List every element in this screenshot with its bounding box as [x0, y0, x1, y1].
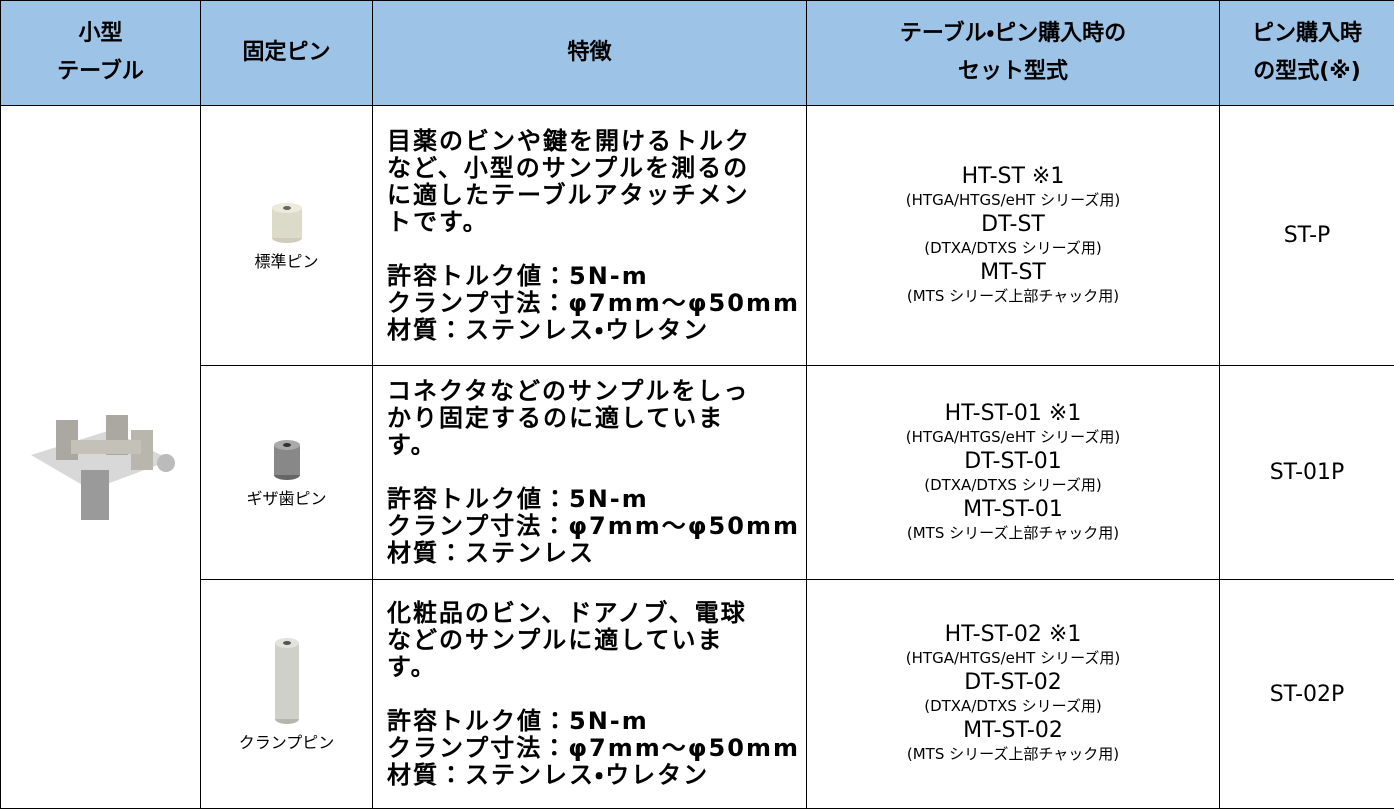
table-image-cell: [0, 105, 201, 809]
spec-line: クランプ寸法：φ7mm～φ50mm: [387, 733, 800, 762]
set-model-cell: HT-ST-02 ※1 (HTGA/HTGS/eHT シリーズ用) DT-ST-02…: [806, 579, 1220, 809]
feature-line: など、小型のサンプルを測るの: [387, 153, 750, 182]
pin-name: ギザ歯ピン: [246, 488, 327, 508]
set-model: MT-ST-01: [963, 496, 1063, 522]
spacer: [387, 681, 806, 708]
spec-line: 材質：ステンレス: [387, 539, 595, 567]
pin-name: 標準ピン: [254, 251, 319, 271]
spec-line: 材質：ステンレス・ウレタン: [387, 760, 710, 789]
pin-image: [271, 202, 302, 243]
set-model: DT-ST-02: [964, 670, 1062, 695]
table-image: [30, 415, 175, 520]
set-model-note: (DTXA/DTXS シリーズ用): [924, 475, 1102, 494]
features-cell: コネクタなどのサンプルをしっ かり固定するのに適していま す。許容トルク値：5N-m…: [372, 365, 807, 580]
set-model-note: (HTGA/HTGS/eHT シリーズ用): [905, 649, 1121, 667]
pin-model: ST-02P: [1219, 579, 1394, 809]
header-text: テーブル・ピン購入時の: [899, 21, 1127, 46]
header-cell: 特徴: [372, 0, 807, 106]
set-model: HT-ST ※1: [961, 163, 1065, 189]
header-cell: ピン購入時の型式(※): [1219, 0, 1394, 106]
header-text: 小型: [78, 21, 123, 46]
feature-line: す。: [387, 431, 437, 459]
set-model: HT-ST-01 ※1: [944, 400, 1082, 426]
feature-line: などのサンプルに適していま: [387, 625, 724, 654]
features-cell: 化粧品のビン、ドアノブ、電球 などのサンプルに適していま す。許容トルク値：5N-m…: [372, 579, 807, 809]
feature-line: す。: [387, 652, 437, 681]
pin-image: [274, 638, 299, 724]
set-model: DT-ST: [981, 211, 1045, 237]
spec-line: クランプ寸法：φ7mm～φ50mm: [387, 288, 800, 317]
feature-line: 目薬のビンや鍵を開けるトルク: [387, 126, 751, 155]
spec-line: 材質：ステンレス・ウレタン: [387, 315, 710, 344]
header-text: テーブル: [57, 59, 144, 84]
spec-line: 許容トルク値：5N-m: [387, 261, 649, 290]
pin-image: [273, 439, 300, 480]
set-model-note: (HTGA/HTGS/eHT シリーズ用): [905, 427, 1121, 446]
spec-line: クランプ寸法：φ7mm～φ50mm: [387, 512, 800, 540]
table-row: 標準ピン 目薬のビンや鍵を開けるトルク など、小型のサンプルを測るの に適したテーブル…: [0, 105, 1394, 809]
header-text: 特徴: [567, 40, 612, 65]
header-text: 固定ピン: [242, 40, 331, 65]
set-model-cell: HT-ST-01 ※1 (HTGA/HTGS/eHT シリーズ用) DT-ST-01…: [806, 365, 1220, 580]
set-model-note: (DTXA/DTXS シリーズ用): [924, 238, 1102, 257]
features-cell: 目薬のビンや鍵を開けるトルク など、小型のサンプルを測るの に適したテーブルアタッチ…: [372, 105, 807, 366]
set-model-note: (MTS シリーズ上部チャック用): [906, 286, 1120, 305]
set-model: MT-ST: [980, 259, 1046, 285]
pin-name: クランプピン: [238, 733, 335, 752]
pin-model: ST-01P: [1219, 365, 1394, 580]
table-row: ギザ歯ピン コネクタなどのサンプルをしっ かり固定するのに適していま す。許容トルク値…: [1, 365, 1394, 580]
header-cell: 小型 テーブル: [0, 0, 201, 106]
feature-line: コネクタなどのサンプルをしっ: [387, 377, 750, 405]
spacer: [387, 236, 806, 263]
header-text: ピン購入時: [1251, 21, 1362, 46]
set-model-note: (HTGA/HTGS/eHT シリーズ用): [905, 190, 1121, 209]
set-model-note: (DTXA/DTXS シリーズ用): [924, 697, 1102, 715]
pin-cell: ギザ歯ピン: [200, 365, 373, 580]
feature-line: に適したテーブルアタッチメン: [387, 180, 750, 209]
header-cell: テーブル・ピン購入時の セット型式: [806, 0, 1220, 106]
set-model-note: (MTS シリーズ上部チャック用): [906, 745, 1120, 763]
header-row: 小型 テーブル 固定ピン 特徴 テーブル・ピン購入時の セット型式 ピン購入時 の型式(※): [0, 0, 1394, 106]
header-text: セット型式: [957, 59, 1068, 84]
set-model-note: (MTS シリーズ上部チャック用): [906, 523, 1120, 542]
header-text: の型式(※): [1253, 59, 1361, 84]
feature-line: トです。: [387, 207, 489, 236]
pin-cell: クランプピン: [200, 579, 373, 809]
feature-line: かり固定するのに適していま: [387, 404, 725, 432]
pin-cell: 標準ピン: [200, 105, 373, 366]
spec-line: 許容トルク値：5N-m: [387, 485, 649, 513]
feature-line: 化粧品のビン、ドアノブ、電球: [387, 598, 747, 627]
set-model-cell: HT-ST ※1 (HTGA/HTGS/eHT シリーズ用) DT-ST (DTXA/…: [806, 105, 1220, 366]
set-model: MT-ST-02: [963, 718, 1063, 743]
header-cell: 固定ピン: [200, 0, 373, 106]
table-row: クランプピン 化粧品のビン、ドアノブ、電球 などのサンプルに適していま す。許容トルク…: [1, 579, 1394, 809]
spec-line: 許容トルク値：5N-m: [387, 706, 649, 735]
spacer: [387, 459, 806, 486]
table-body: 標準ピン 目薬のビンや鍵を開けるトルク など、小型のサンプルを測るの に適したテーブル…: [0, 105, 1394, 809]
set-model: HT-ST-02 ※1: [944, 622, 1082, 647]
pin-model: ST-P: [1219, 105, 1394, 366]
set-model: DT-ST-01: [964, 448, 1062, 474]
